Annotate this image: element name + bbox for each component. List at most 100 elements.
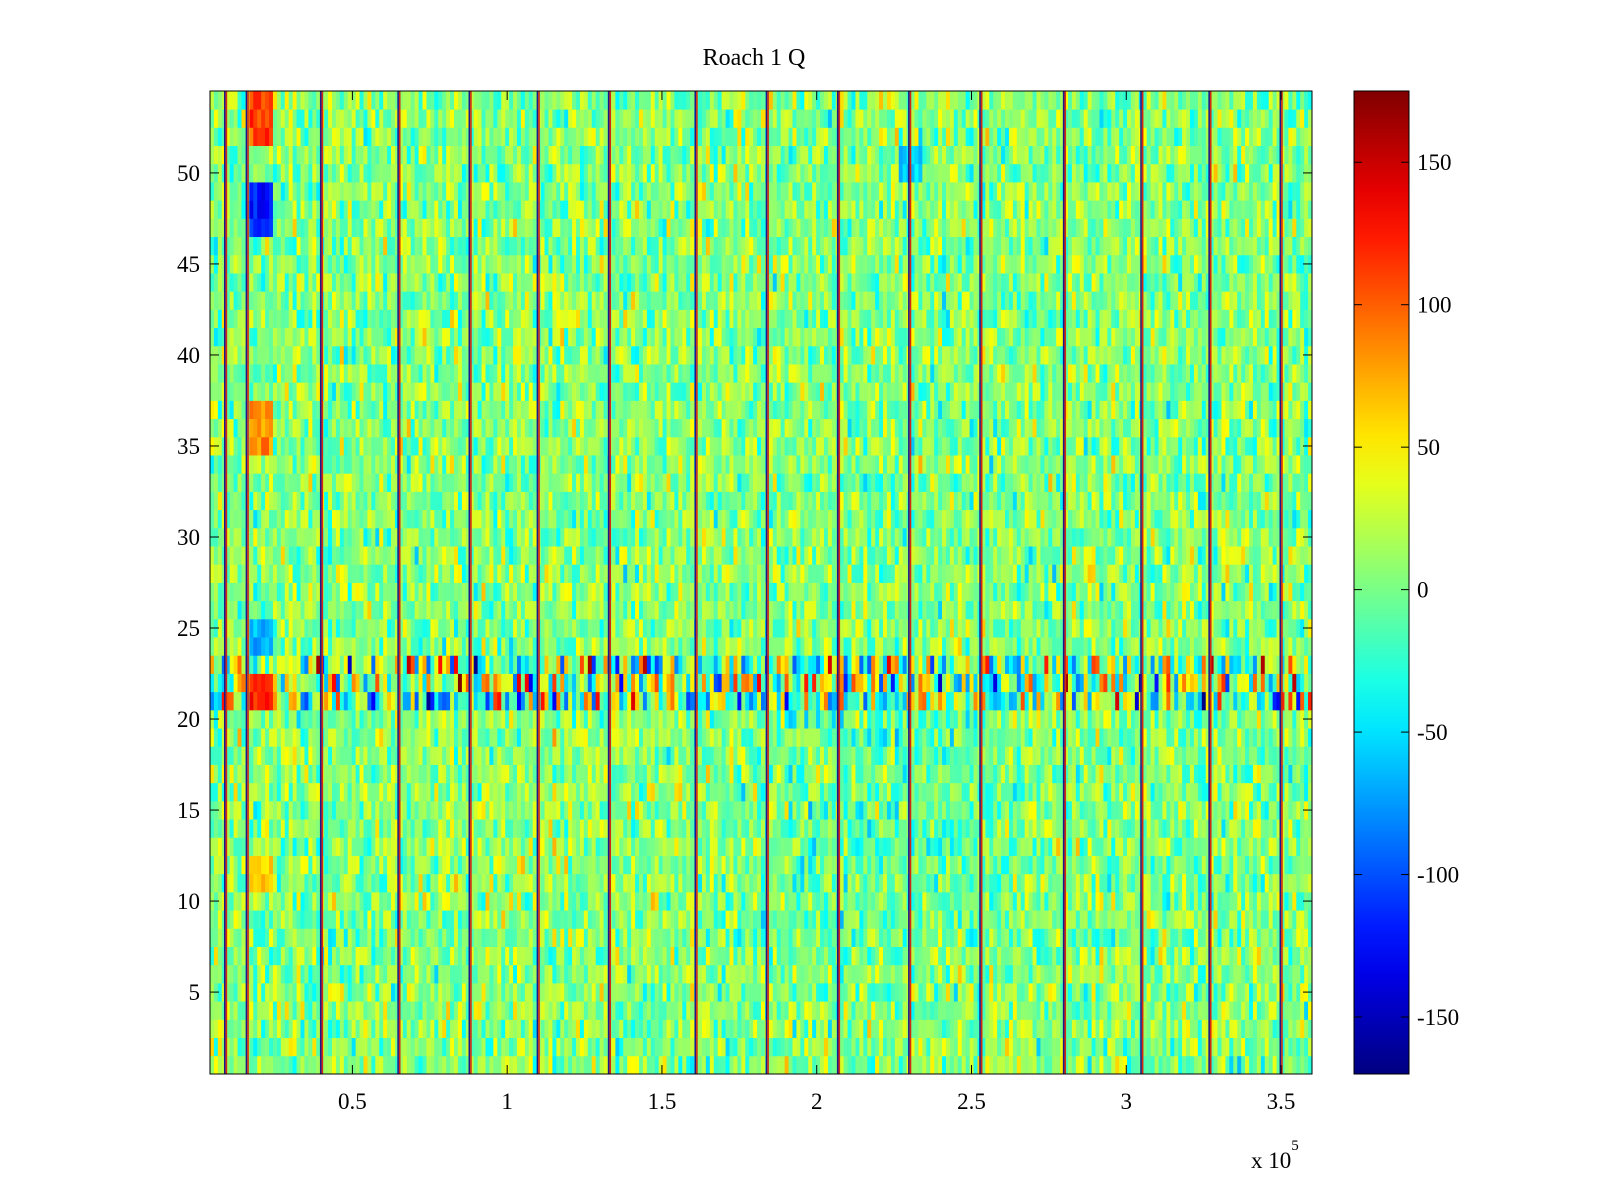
heatmap-cell: [1056, 1001, 1061, 1020]
heatmap-cell: [1217, 764, 1223, 784]
heatmap-cell: [324, 1037, 329, 1057]
heatmap-cell: [666, 946, 672, 966]
heatmap-cell: [229, 910, 235, 929]
heatmap-cell: [910, 1037, 916, 1057]
heatmap-cell: [280, 746, 286, 765]
heatmap-cell: [1221, 910, 1227, 929]
heatmap-cell: [332, 837, 337, 856]
heatmap-cell: [418, 946, 424, 966]
heatmap-cell: [524, 1019, 530, 1038]
heatmap-cell: [1071, 746, 1077, 765]
heatmap-cell: [265, 819, 270, 838]
heatmap-cell: [1245, 910, 1250, 929]
heatmap-cell: [241, 1019, 247, 1038]
heatmap-cell: [1182, 1019, 1187, 1038]
heatmap-cell: [780, 764, 786, 784]
heatmap-cell: [985, 782, 990, 802]
heatmap-cell: [469, 928, 475, 947]
heatmap-cell: [576, 928, 581, 947]
heatmap-cell: [422, 982, 428, 1002]
heatmap-cell: [1060, 964, 1065, 984]
heatmap-cell: [583, 928, 589, 947]
heatmap-cell: [949, 873, 955, 893]
heatmap-cell: [284, 1019, 290, 1038]
heatmap-cell: [229, 1055, 235, 1074]
heatmap-cell: [863, 873, 868, 893]
heatmap-cell: [276, 910, 282, 929]
heatmap-cell: [662, 764, 668, 784]
heatmap-cell: [379, 819, 384, 838]
heatmap-cell: [272, 782, 278, 802]
heatmap-cell: [410, 910, 416, 929]
heatmap-cell: [1178, 1001, 1183, 1020]
heatmap-cell: [434, 982, 439, 1002]
heatmap-cell: [843, 982, 849, 1002]
heatmap-cell: [398, 873, 404, 893]
heatmap-cell: [1091, 1001, 1097, 1020]
heatmap-cell: [1146, 800, 1152, 820]
heatmap-cell: [402, 873, 408, 893]
heatmap-cell: [926, 964, 931, 984]
heatmap-cell: [847, 910, 853, 929]
heatmap-cell: [847, 964, 853, 984]
heatmap-cell: [890, 1055, 896, 1074]
heatmap-cell: [335, 855, 341, 875]
heatmap-cell: [670, 764, 676, 784]
heatmap-cell: [524, 782, 530, 802]
heatmap-cell: [528, 746, 534, 765]
heatmap-cell: [631, 819, 636, 838]
heatmap-cell: [418, 1001, 424, 1020]
heatmap-cell: [1060, 819, 1065, 838]
heatmap-cell: [741, 928, 746, 947]
heatmap-cell: [1256, 819, 1262, 838]
heatmap-cell: [241, 819, 247, 838]
heatmap-cell: [658, 946, 664, 966]
heatmap-cell: [387, 873, 392, 893]
heatmap-cell: [768, 928, 774, 947]
heatmap-cell: [1217, 837, 1223, 856]
heatmap-cell: [383, 946, 388, 966]
heatmap-cell: [843, 910, 849, 929]
heatmap-cell: [509, 746, 514, 765]
heatmap-cell: [1300, 764, 1305, 784]
heatmap-cell: [1174, 1019, 1179, 1038]
heatmap-cell: [229, 746, 235, 765]
heatmap-cell: [1296, 1001, 1301, 1020]
heatmap-cell: [552, 982, 557, 1002]
heatmap-cell: [717, 982, 723, 1002]
heatmap-cell: [1292, 855, 1297, 875]
heatmap-cell: [359, 764, 365, 784]
heatmap-cell: [599, 764, 605, 784]
heatmap-cell: [213, 873, 219, 893]
heatmap-cell: [1205, 873, 1211, 893]
heatmap-cell: [666, 855, 672, 875]
heatmap-cell: [210, 1001, 215, 1020]
heatmap-cell: [540, 1055, 546, 1074]
heatmap-cell: [1264, 928, 1270, 947]
heatmap-cell: [879, 1001, 884, 1020]
heatmap-cell: [257, 928, 262, 947]
heatmap-cell: [355, 910, 361, 929]
heatmap-cell: [682, 891, 687, 911]
heatmap-cell: [556, 1001, 561, 1020]
heatmap-cell: [1170, 928, 1175, 947]
heatmap-cell: [1182, 764, 1187, 784]
heatmap-cell: [276, 964, 282, 984]
heatmap-cell: [595, 764, 601, 784]
heatmap-cell: [938, 873, 943, 893]
heatmap-cell: [1154, 928, 1160, 947]
heatmap-cell: [532, 746, 538, 765]
heatmap-cell: [316, 1037, 321, 1057]
heatmap-cell: [886, 746, 892, 765]
heatmap-cell: [839, 800, 845, 820]
heatmap-cell: [379, 1019, 384, 1038]
heatmap-cell: [1142, 819, 1148, 838]
heatmap-cell: [583, 1055, 589, 1074]
heatmap-cell: [1170, 782, 1175, 802]
heatmap-cell: [717, 819, 723, 838]
heatmap-cell: [859, 964, 864, 984]
heatmap-cell: [1276, 873, 1282, 893]
heatmap-cell: [642, 1019, 648, 1038]
heatmap-cell: [426, 873, 431, 893]
heatmap-cell: [371, 837, 376, 856]
